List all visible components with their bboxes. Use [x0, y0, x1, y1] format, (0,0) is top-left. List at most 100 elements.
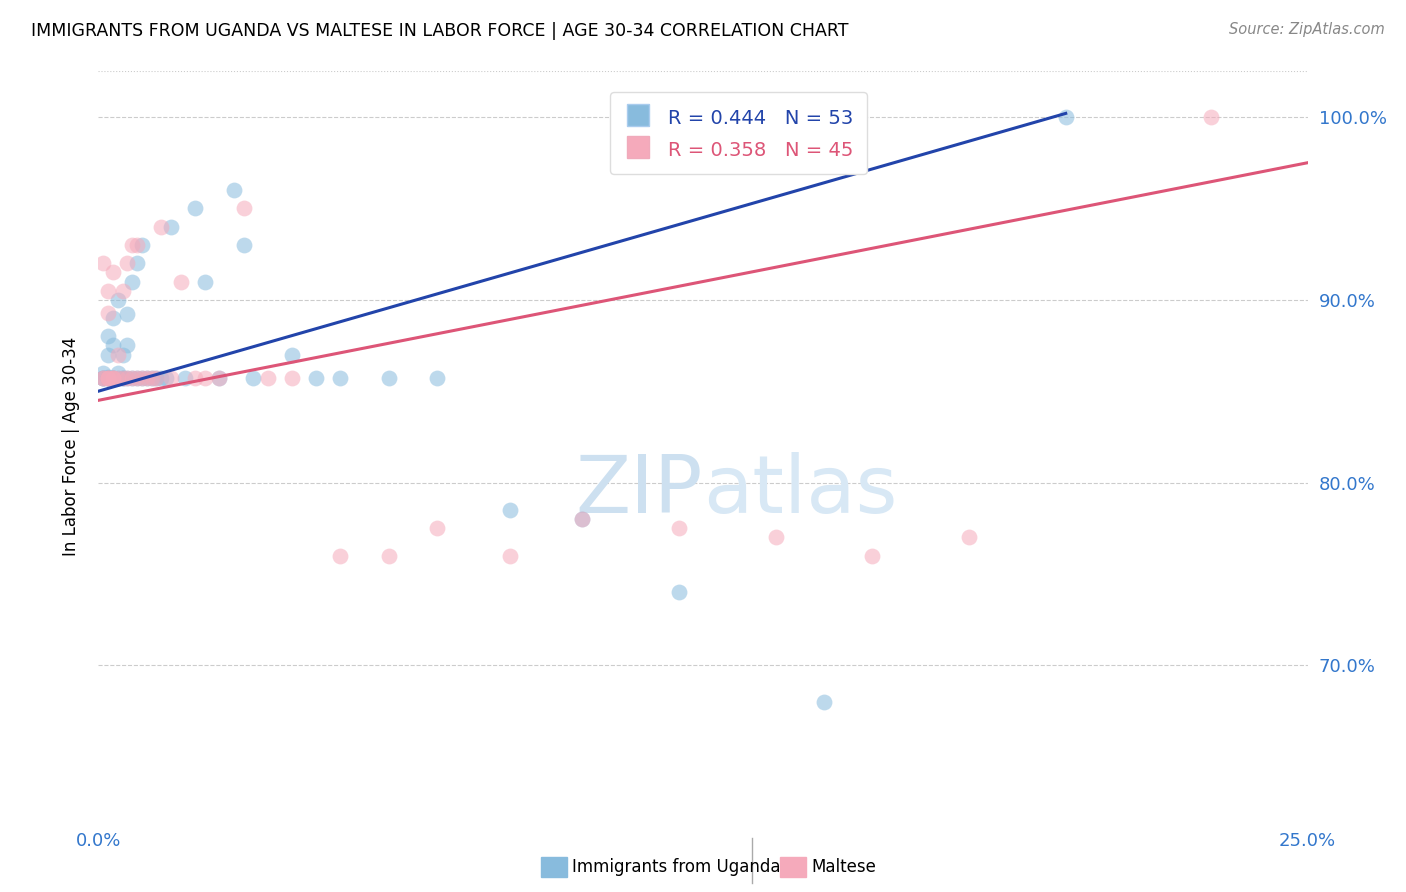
- Text: ZIP: ZIP: [575, 452, 703, 530]
- Point: [426, 521, 449, 535]
- Text: IMMIGRANTS FROM UGANDA VS MALTESE IN LABOR FORCE | AGE 30-34 CORRELATION CHART: IMMIGRANTS FROM UGANDA VS MALTESE IN LAB…: [31, 22, 848, 40]
- Point: [208, 371, 231, 385]
- Point: [111, 371, 134, 385]
- Point: [765, 530, 787, 544]
- Point: [117, 338, 139, 352]
- Point: [101, 265, 124, 279]
- Point: [121, 371, 143, 385]
- Point: [111, 348, 134, 362]
- Point: [97, 371, 120, 385]
- Point: [107, 348, 129, 362]
- Point: [208, 371, 231, 385]
- Text: Immigrants from Uganda: Immigrants from Uganda: [572, 858, 780, 876]
- Point: [135, 371, 157, 385]
- Point: [145, 371, 167, 385]
- Point: [1054, 110, 1077, 124]
- Point: [957, 530, 980, 544]
- Point: [107, 366, 129, 380]
- Point: [97, 371, 120, 385]
- Point: [101, 371, 124, 385]
- Point: [305, 371, 328, 385]
- Point: [97, 371, 120, 385]
- Point: [281, 348, 304, 362]
- Point: [174, 371, 197, 385]
- Point: [160, 219, 183, 234]
- Point: [107, 293, 129, 307]
- Point: [97, 305, 120, 319]
- Point: [97, 371, 120, 385]
- Point: [91, 371, 114, 385]
- Point: [131, 371, 153, 385]
- Point: [860, 549, 883, 563]
- Point: [111, 284, 134, 298]
- Point: [97, 348, 120, 362]
- Point: [121, 238, 143, 252]
- Point: [131, 238, 153, 252]
- Legend: R = 0.444   N = 53, R = 0.358   N = 45: R = 0.444 N = 53, R = 0.358 N = 45: [610, 92, 868, 174]
- Point: [377, 549, 399, 563]
- Text: Source: ZipAtlas.com: Source: ZipAtlas.com: [1229, 22, 1385, 37]
- Point: [145, 371, 167, 385]
- Point: [426, 371, 449, 385]
- Point: [498, 549, 520, 563]
- Point: [571, 512, 593, 526]
- Point: [242, 371, 264, 385]
- Point: [101, 371, 124, 385]
- Point: [117, 371, 139, 385]
- Point: [194, 275, 217, 289]
- Point: [101, 371, 124, 385]
- Point: [111, 371, 134, 385]
- Point: [101, 371, 124, 385]
- Point: [131, 371, 153, 385]
- Point: [117, 256, 139, 270]
- Point: [813, 695, 835, 709]
- Point: [127, 238, 149, 252]
- Point: [160, 371, 183, 385]
- Point: [117, 371, 139, 385]
- Point: [194, 371, 217, 385]
- Point: [101, 311, 124, 326]
- Point: [668, 521, 690, 535]
- Point: [377, 371, 399, 385]
- Point: [127, 256, 149, 270]
- Y-axis label: In Labor Force | Age 30-34: In Labor Force | Age 30-34: [62, 336, 80, 556]
- Point: [121, 371, 143, 385]
- Point: [256, 371, 278, 385]
- Point: [91, 371, 114, 385]
- Point: [232, 238, 254, 252]
- Point: [121, 275, 143, 289]
- Point: [184, 371, 207, 385]
- Point: [107, 371, 129, 385]
- Point: [184, 202, 207, 216]
- Point: [141, 371, 163, 385]
- Point: [155, 371, 177, 385]
- Text: Maltese: Maltese: [811, 858, 876, 876]
- Text: atlas: atlas: [703, 452, 897, 530]
- Point: [101, 338, 124, 352]
- Point: [668, 585, 690, 599]
- Point: [91, 371, 114, 385]
- Point: [141, 371, 163, 385]
- Point: [329, 371, 352, 385]
- Point: [91, 256, 114, 270]
- Point: [97, 284, 120, 298]
- Point: [498, 503, 520, 517]
- Point: [135, 371, 157, 385]
- Point: [91, 366, 114, 380]
- Point: [329, 549, 352, 563]
- Point: [117, 307, 139, 321]
- Point: [169, 275, 191, 289]
- Point: [97, 329, 120, 343]
- Point: [91, 371, 114, 385]
- Point: [150, 371, 173, 385]
- Point: [91, 371, 114, 385]
- Point: [1199, 110, 1222, 124]
- Point: [232, 202, 254, 216]
- Point: [111, 371, 134, 385]
- Point: [222, 183, 245, 197]
- Point: [101, 371, 124, 385]
- Point: [127, 371, 149, 385]
- Point: [107, 371, 129, 385]
- Point: [97, 371, 120, 385]
- Point: [150, 219, 173, 234]
